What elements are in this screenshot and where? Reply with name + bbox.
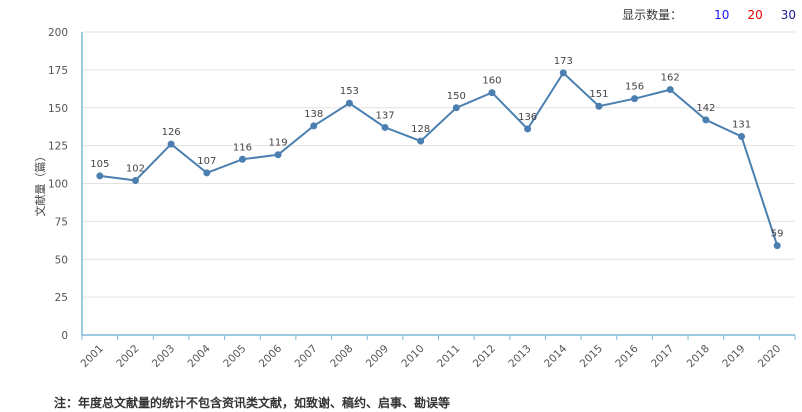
data-label: 142 <box>696 103 715 114</box>
data-points <box>96 69 781 250</box>
data-label: 173 <box>554 56 573 67</box>
x-tick-labels: 2001 2002 2003 2004 2005 2006 2007 2008 2009 2010… <box>79 342 784 370</box>
x-tick-label: 2007 <box>292 343 319 370</box>
x-tick-label: 2006 <box>257 342 285 370</box>
x-tick-label: 2004 <box>186 342 214 370</box>
data-label: 162 <box>661 73 680 84</box>
y-tick-labels: 0 25 50 75 100 125 150 175 200 <box>48 27 68 342</box>
data-label: 119 <box>269 138 288 149</box>
data-label: 131 <box>732 120 751 131</box>
footnote: 注：年度总文献量的统计不包含资讯类文献，如致谢、稿约、启事、勘误等 <box>54 396 451 410</box>
data-point[interactable] <box>381 123 389 131</box>
x-tick-label: 2009 <box>364 343 391 370</box>
data-point[interactable] <box>131 176 139 184</box>
display-count-option-10[interactable]: 10 <box>714 7 730 22</box>
data-label: 151 <box>589 89 608 100</box>
x-tick-label: 2016 <box>613 342 641 370</box>
x-tick-label: 2013 <box>506 343 533 370</box>
data-label: 160 <box>482 76 501 87</box>
y-tick-label: 200 <box>48 27 68 39</box>
data-label: 105 <box>90 159 109 170</box>
data-point[interactable] <box>345 99 353 107</box>
x-tick-label: 2011 <box>435 343 462 370</box>
data-point[interactable] <box>238 155 246 163</box>
display-count-option-30[interactable]: 30 <box>780 7 796 22</box>
data-label: 138 <box>304 109 323 120</box>
y-tick-label: 175 <box>48 65 68 77</box>
data-label: 153 <box>340 86 359 97</box>
data-label: 126 <box>162 127 181 138</box>
x-tick-label: 2020 <box>756 343 783 370</box>
x-tick-label: 2002 <box>114 343 141 370</box>
data-point[interactable] <box>310 122 318 130</box>
x-tick-label: 2001 <box>79 343 106 370</box>
data-point[interactable] <box>203 169 211 177</box>
data-point[interactable] <box>488 89 496 97</box>
x-tick-label: 2012 <box>471 343 498 370</box>
y-tick-label: 150 <box>48 103 68 115</box>
y-axis-label: 文献量（篇） <box>33 151 47 217</box>
data-point[interactable] <box>631 95 639 103</box>
data-point[interactable] <box>702 116 710 124</box>
grid-lines <box>82 31 795 298</box>
data-point[interactable] <box>738 133 746 141</box>
data-point[interactable] <box>666 86 674 94</box>
y-tick-label: 125 <box>48 141 68 153</box>
data-label: 150 <box>447 91 466 102</box>
x-tick-label: 2014 <box>542 342 570 370</box>
data-label: 136 <box>518 112 537 123</box>
x-tick-label: 2003 <box>150 343 177 370</box>
axes <box>81 32 796 340</box>
series-line <box>99 71 779 246</box>
data-point[interactable] <box>595 102 603 110</box>
x-tick-label: 2015 <box>578 343 605 370</box>
display-count-option-20[interactable]: 20 <box>747 7 763 22</box>
x-tick-label: 2005 <box>221 343 248 370</box>
data-point[interactable] <box>524 125 532 133</box>
data-label: 137 <box>375 110 394 121</box>
data-label: 102 <box>126 163 145 174</box>
x-tick-label: 2010 <box>399 343 426 370</box>
y-tick-label: 0 <box>61 330 68 342</box>
x-tick-label: 2008 <box>328 343 355 370</box>
data-labels: 105 102 126 107 116 119 138 153 137 128 150 160 136 1… <box>90 56 783 240</box>
data-label: 107 <box>197 156 216 167</box>
y-tick-label: 50 <box>55 254 68 266</box>
data-point[interactable] <box>452 104 460 112</box>
data-point[interactable] <box>274 151 282 159</box>
y-tick-label: 100 <box>48 179 68 191</box>
data-label: 59 <box>771 229 784 240</box>
data-point[interactable] <box>773 242 781 250</box>
data-label: 116 <box>233 142 252 153</box>
data-point[interactable] <box>559 69 567 77</box>
data-label: 156 <box>625 82 644 93</box>
data-point[interactable] <box>167 140 175 148</box>
data-label: 128 <box>411 124 430 135</box>
y-tick-label: 75 <box>55 216 68 228</box>
display-count-label: 显示数量： <box>622 8 683 22</box>
data-point[interactable] <box>417 137 425 145</box>
y-tick-label: 25 <box>55 292 68 304</box>
display-count-selector: 显示数量： 10 20 30 <box>622 6 796 23</box>
data-point[interactable] <box>96 172 104 180</box>
x-tick-label: 2017 <box>649 343 676 370</box>
x-tick-label: 2019 <box>720 343 747 370</box>
x-tick-label: 2018 <box>685 343 712 370</box>
